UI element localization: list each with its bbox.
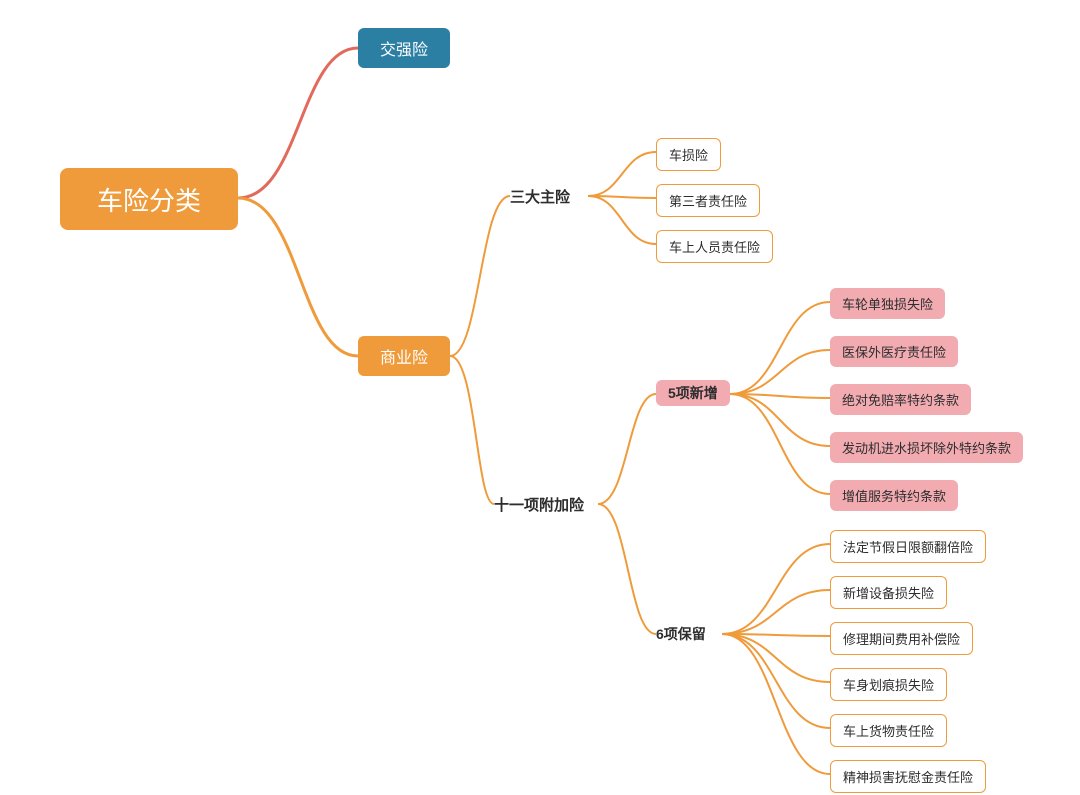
edge-6xiang-l5: [722, 634, 830, 728]
edge-sandazhu-l2: [588, 196, 656, 198]
edge-6xiang-l2: [722, 590, 830, 634]
leaf-6xiang-1: 新增设备损失险: [830, 576, 947, 609]
edge-shangye-shiyixiang: [450, 356, 494, 504]
edge-sandazhu-l1: [588, 152, 656, 196]
leaf-sandazhu-0: 车损险: [656, 138, 721, 171]
edge-root-jiaoqiang: [238, 48, 358, 198]
leaf-5xiang-2: 绝对免赔率特约条款: [830, 384, 971, 415]
leaf-6xiang-5: 精神损害抚慰金责任险: [830, 760, 986, 793]
root-node: 车险分类: [60, 168, 238, 230]
edge-5xiang-l5: [730, 394, 830, 494]
edge-6xiang-l3: [722, 634, 830, 636]
edge-5xiang-l2: [730, 350, 830, 394]
sub-shiyixiang: 十一项附加险: [494, 494, 584, 515]
edge-root-shangye: [238, 198, 358, 356]
edge-shiyixiang-5xiang: [598, 394, 656, 504]
edge-6xiang-l4: [722, 634, 830, 682]
edge-shiyixiang-6xiang: [598, 504, 656, 634]
cat-shangye: 商业险: [358, 336, 450, 376]
edge-6xiang-l1: [722, 544, 830, 634]
leaf-6xiang-4: 车上货物责任险: [830, 714, 947, 747]
edge-sandazhu-l3: [588, 196, 656, 244]
leaf-5xiang-0: 车轮单独损失险: [830, 288, 945, 319]
leaf-6xiang-3: 车身划痕损失险: [830, 668, 947, 701]
edge-5xiang-l4: [730, 394, 830, 446]
edge-5xiang-l1: [730, 302, 830, 394]
leaf-sandazhu-2: 车上人员责任险: [656, 230, 773, 263]
cat-jiaoqiang: 交强险: [358, 28, 450, 68]
sub-6xiang: 6项保留: [656, 624, 706, 644]
leaf-6xiang-2: 修理期间费用补偿险: [830, 622, 973, 655]
leaf-5xiang-1: 医保外医疗责任险: [830, 336, 958, 367]
edge-shangye-sandazhu: [450, 196, 510, 356]
sub-5xiang: 5项新增: [656, 380, 730, 406]
edge-5xiang-l3: [730, 394, 830, 398]
sub-sandazhu: 三大主险: [510, 186, 570, 207]
leaf-6xiang-0: 法定节假日限额翻倍险: [830, 530, 986, 563]
leaf-5xiang-3: 发动机进水损坏除外特约条款: [830, 432, 1023, 463]
leaf-sandazhu-1: 第三者责任险: [656, 184, 760, 217]
leaf-5xiang-4: 增值服务特约条款: [830, 480, 958, 511]
edge-6xiang-l6: [722, 634, 830, 774]
